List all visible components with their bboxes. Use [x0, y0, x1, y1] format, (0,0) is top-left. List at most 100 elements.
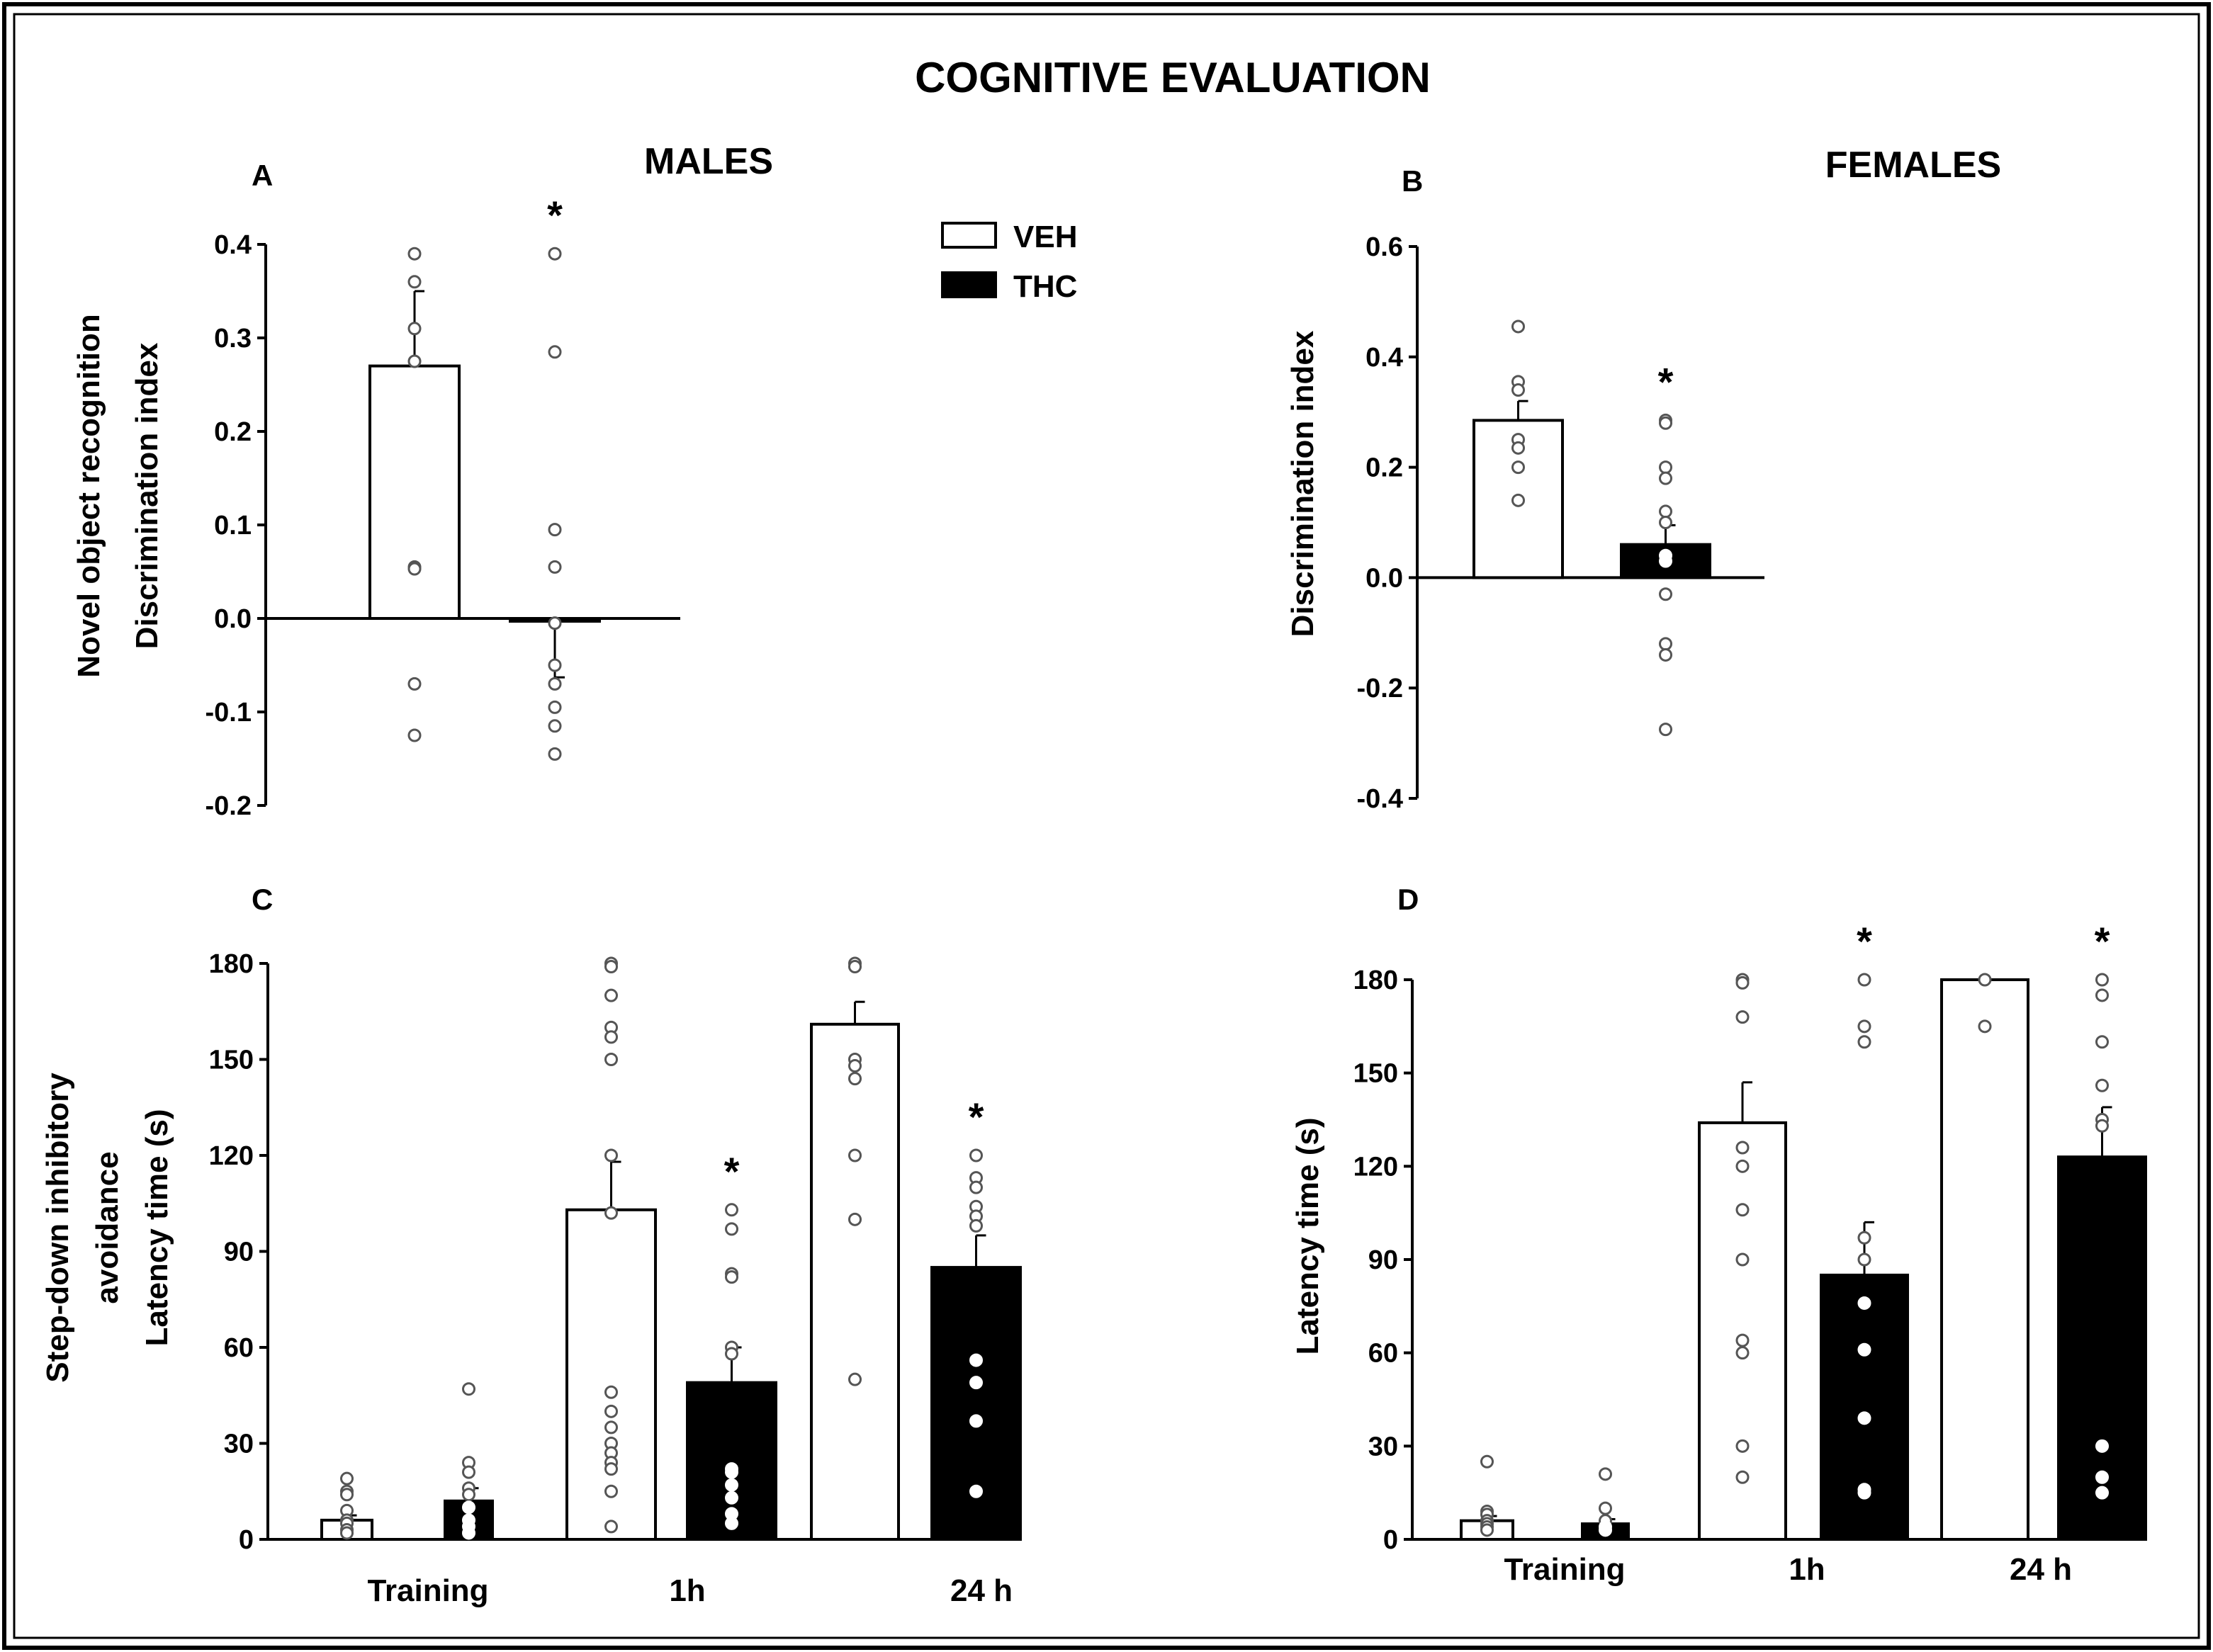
- panel-c-veh-data-point: [848, 1372, 862, 1386]
- panel-c-y-tick-label: 30: [224, 1430, 254, 1459]
- panel-c-thc-data-point: [969, 1180, 983, 1194]
- panel-d-veh-data-point: [1480, 1454, 1494, 1469]
- panel-d-veh-data-point: [1735, 1141, 1750, 1155]
- panel-c-veh-data-point: [604, 1420, 618, 1435]
- panel-d-thc-data-point: [2095, 1035, 2109, 1049]
- panel-a-veh-data-point: [407, 322, 422, 336]
- panel-d-y-tick-label: 150: [1353, 1059, 1398, 1089]
- panel-c-veh-bar: [565, 1208, 657, 1541]
- panel-a-veh-data-point: [407, 677, 422, 691]
- panel-b-y-label: Discrimination index: [1285, 330, 1320, 637]
- panel-d-veh-data-point: [1735, 1439, 1750, 1453]
- panel-b-thc-data-point: [1659, 554, 1672, 568]
- panel-b-letter: B: [1402, 164, 1423, 198]
- panel-c-thc-data-point: [969, 1218, 983, 1233]
- panel-a-y-tick-label: 0.2: [214, 417, 252, 447]
- panel-a-y-tick-label: 0.1: [214, 511, 252, 541]
- panel-a-thc-data-point: [548, 560, 562, 574]
- panel-c-thc-data-point: [725, 1516, 738, 1530]
- males-title: MALES: [644, 141, 773, 182]
- panel-c-veh-data-point: [604, 988, 618, 1002]
- panel-c-veh-data-point: [848, 1059, 862, 1073]
- panel-d-veh-data-point: [1480, 1523, 1494, 1537]
- panel-d-y-tick-label: 180: [1353, 966, 1398, 995]
- panel-a-thc-data-point: [548, 523, 562, 537]
- panel-c-category-label: 1h: [669, 1573, 705, 1608]
- main-title: COGNITIVE EVALUATION: [915, 54, 1431, 101]
- panel-c-thc-data-point: [725, 1347, 738, 1361]
- panel-d-veh-data-point: [1735, 1252, 1750, 1267]
- panel-d-veh-bar: [1940, 978, 2029, 1541]
- females-title: FEMALES: [1825, 145, 2001, 186]
- panel-b-veh-data-point: [1511, 319, 1525, 334]
- panel-c-veh-data-point: [604, 1484, 618, 1498]
- legend-thc-label: THC: [1013, 269, 1077, 304]
- panel-d-y-tick-label: 90: [1368, 1245, 1398, 1275]
- panel-b-thc-data-point: [1659, 416, 1672, 430]
- panel-c-category-label: 24 h: [950, 1573, 1013, 1608]
- panel-c-veh-data-point: [604, 1030, 618, 1044]
- panel-a-y-tick-label: 0.3: [214, 324, 252, 353]
- panel-c-y-tick-label: 60: [224, 1333, 254, 1363]
- panel-d-category-label: 1h: [1789, 1552, 1825, 1587]
- panel-c-veh-data-point: [848, 960, 862, 974]
- panel-c-thc-data-point: [725, 1478, 738, 1492]
- panel-c-thc-data-point: [462, 1526, 475, 1540]
- panel-b-significance-star: *: [1658, 359, 1674, 404]
- inner-frame: [13, 13, 2200, 1639]
- panel-b-y-tick-label: 0.4: [1365, 343, 1403, 373]
- panel-c-y-tick-label: 180: [209, 949, 254, 979]
- panel-b-thc-data-point: [1659, 516, 1672, 529]
- panel-c-thc-data-point: [462, 1500, 475, 1515]
- panel-a-veh-data-point: [407, 275, 422, 289]
- panel-c-veh-data-point: [604, 1462, 618, 1476]
- panel-a-thc-data-point: [548, 719, 562, 733]
- panel-d-y-tick-label: 0: [1383, 1525, 1398, 1555]
- panel-d-thc-data-point: [2095, 988, 2109, 1002]
- panel-c-veh-data-point: [604, 1520, 618, 1534]
- panel-a-y-tick-label: -0.1: [205, 698, 252, 728]
- panel-c-veh-data-point: [848, 1212, 862, 1226]
- panel-a-thc-data-point: [548, 247, 562, 261]
- panel-c-thc-data-point: [725, 1203, 738, 1217]
- panel-d-thc-bar: [1820, 1273, 1909, 1541]
- panel-c-thc-data-point: [725, 1222, 738, 1236]
- panel-b-veh-data-point: [1511, 460, 1525, 475]
- panel-a-thc-data-point: [548, 677, 562, 691]
- panel-c-veh-data-point: [604, 1385, 618, 1399]
- panel-b-y-tick-label: 0.0: [1365, 563, 1403, 593]
- panel-c-veh-data-point: [604, 1404, 618, 1418]
- panel-d-thc-data-point: [1599, 1523, 1612, 1537]
- panel-a: A -0.2 -0.1 0.0 0.1 0.2 0.3 0.4 Novel object rec…: [72, 159, 680, 821]
- panel-d: D 0 30 60 90 120 150 180 Latency time (s) * * Train…: [1290, 883, 2147, 1587]
- panel-c-thc-data-point: [969, 1414, 983, 1428]
- legend-thc-swatch: [941, 271, 997, 298]
- panel-b-y-tick-label: 0.2: [1365, 453, 1403, 483]
- panel-d-thc-data-point: [2095, 1470, 2109, 1484]
- panel-d-thc-data-point: [2095, 1078, 2109, 1092]
- panel-a-thc-data-point: [548, 345, 562, 359]
- panel-a-thc-data-point: [548, 658, 562, 672]
- panel-c-veh-data-point: [340, 1471, 354, 1486]
- panel-d-thc-data-point: [1857, 1486, 1871, 1500]
- panel-b-thc-data-point: [1659, 504, 1672, 519]
- panel-d-veh-data-point: [1735, 1470, 1750, 1484]
- panel-c-significance-star: *: [724, 1149, 740, 1194]
- legend-veh-swatch: [941, 222, 997, 249]
- panel-b-thc-data-point: [1659, 587, 1672, 601]
- panel-d-veh-data-point: [1735, 975, 1750, 990]
- panel-c-thc-data-point: [725, 1270, 738, 1284]
- panel-d-thc-data-point: [1857, 1230, 1871, 1245]
- panel-d-veh-data-point: [1735, 1346, 1750, 1360]
- panel-a-y-tick-label: 0.4: [214, 230, 252, 260]
- panel-d-thc-data-point: [1857, 1411, 1871, 1425]
- panel-c-letter: C: [252, 883, 273, 916]
- panel-b-veh-data-point: [1511, 383, 1525, 397]
- panel-d-thc-data-point: [1857, 973, 1871, 987]
- panel-c-thc-data-point: [969, 1376, 983, 1390]
- panel-d-category-label: Training: [1504, 1552, 1625, 1587]
- panel-c-y-tick-label: 120: [209, 1141, 254, 1171]
- panel-b-thc-data-point: [1659, 647, 1672, 662]
- panel-d-y-tick-label: 120: [1353, 1152, 1398, 1182]
